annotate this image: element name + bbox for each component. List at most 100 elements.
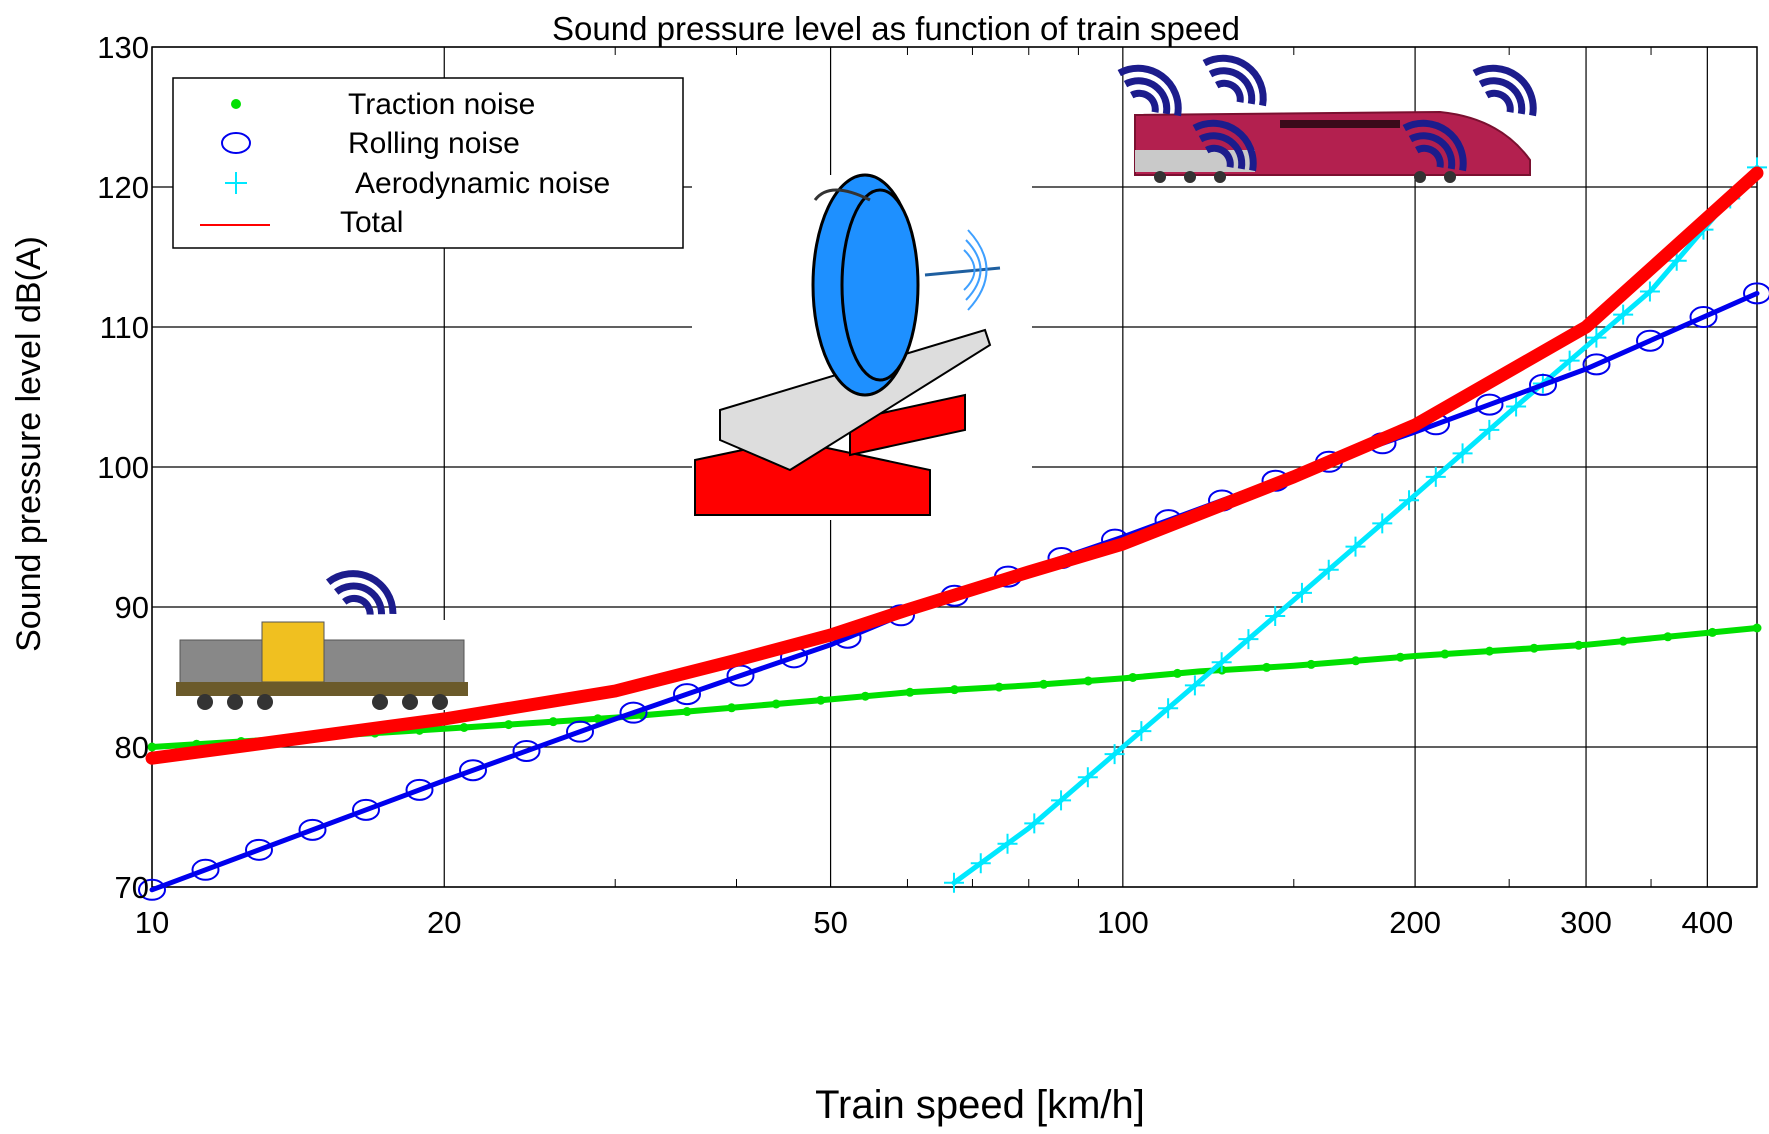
data-point [943, 872, 964, 893]
data-point [1104, 744, 1125, 765]
rotation-arrow-icon [813, 188, 871, 202]
sound-wave-icon [1208, 67, 1256, 105]
sound-wave-icon [1123, 77, 1171, 115]
y-tick-label: 110 [100, 310, 149, 345]
data-point [566, 720, 594, 743]
sleeper-block [849, 393, 966, 457]
train-wheel [1154, 171, 1166, 183]
legend-swatch [221, 132, 251, 154]
data-point [950, 685, 959, 695]
data-point [1128, 672, 1138, 682]
data-point [138, 878, 166, 901]
data-point [1425, 466, 1446, 487]
sound-wave-icon [334, 582, 386, 615]
data-point [352, 798, 380, 821]
data-point [1666, 250, 1687, 271]
data-point [1485, 646, 1494, 656]
train-sound-waves [1192, 119, 1257, 172]
sound-wave-icon [1205, 144, 1234, 168]
train-windows [1280, 120, 1400, 128]
data-point [619, 701, 648, 724]
train-wheel [1184, 171, 1196, 183]
locomotive-wheel [197, 694, 213, 710]
y-tick-label: 100 [97, 450, 149, 485]
y-tick-label: 80 [115, 730, 149, 765]
data-point [593, 714, 603, 724]
data-point [1618, 636, 1628, 646]
legend-label: Rolling noise [348, 127, 520, 160]
sound-wave-icon [965, 239, 982, 301]
sound-wave-icon [1215, 79, 1244, 103]
sound-wave-icon [1202, 54, 1267, 107]
sound-wave-icon [1478, 77, 1526, 115]
data-point [459, 759, 487, 782]
data-point [816, 695, 826, 705]
data-point [548, 717, 558, 727]
sound-wave-icon [342, 594, 374, 615]
data-point [1351, 656, 1361, 666]
data-point [1475, 393, 1504, 416]
locomotive-frame [176, 682, 468, 696]
data-point [1238, 629, 1259, 650]
data-point [1024, 813, 1045, 834]
data-point [298, 818, 327, 841]
legend-label: Aerodynamic noise [355, 167, 610, 200]
data-point [727, 703, 737, 713]
train-sound-waves [1202, 54, 1267, 107]
x-tick-label: 50 [813, 905, 847, 940]
data-point [1318, 559, 1339, 580]
locomotive-sound-waves [325, 570, 397, 615]
wheel-on-rail-icon [692, 173, 1032, 520]
ticks-group: 10 20 50 100 200 300 400 70 80 90 100 110 120 130 [97, 30, 1758, 940]
series-total [145, 166, 1764, 765]
data-point [1306, 659, 1316, 669]
sound-wave-icon [1198, 132, 1246, 170]
data-point [1574, 640, 1584, 650]
locomotive-cab [261, 621, 325, 683]
locomotive-wheel [227, 694, 243, 710]
train-sound-waves [1117, 64, 1182, 117]
high-speed-train-icon [1117, 54, 1537, 183]
data-point [1559, 350, 1580, 371]
data-point [1211, 652, 1232, 673]
locomotive-wheel [257, 694, 273, 710]
train-wheel [1414, 171, 1426, 183]
x-tick-label: 20 [427, 905, 461, 940]
data-point [1440, 649, 1450, 659]
x-tick-label: 10 [135, 905, 169, 940]
sound-wave-icon [325, 570, 397, 615]
series-line [145, 166, 1764, 765]
legend-entry: Rolling noise [221, 127, 520, 160]
legend-label: Traction noise [348, 88, 535, 121]
locomotive-wheel [372, 694, 388, 710]
data-point [1077, 767, 1098, 788]
diesel-locomotive-icon [170, 570, 475, 710]
data-point [1158, 698, 1179, 719]
data-point [1291, 582, 1312, 603]
y-tick-label: 130 [97, 30, 149, 65]
data-point [997, 833, 1018, 854]
data-point [1752, 623, 1762, 633]
data-point [1639, 281, 1660, 302]
data-point [405, 778, 434, 801]
data-point [1265, 606, 1286, 627]
legend-entry: Total [200, 206, 403, 239]
data-point [1586, 327, 1607, 348]
data-point [1689, 306, 1718, 329]
data-point [1184, 675, 1205, 696]
data-point [1743, 282, 1769, 305]
y-tick-label: 90 [115, 590, 149, 625]
legend-label: Total [340, 206, 403, 239]
x-tick-label: 300 [1560, 905, 1612, 940]
sound-wave-icon [1485, 89, 1514, 113]
data-point [1039, 679, 1049, 689]
data-point [682, 707, 692, 717]
data-point [1345, 536, 1366, 557]
sound-wave-icon [1408, 132, 1456, 170]
rail [719, 328, 992, 472]
data-point [1372, 513, 1393, 534]
data-point [860, 691, 870, 701]
data-point [1529, 373, 1557, 396]
data-point [1172, 668, 1182, 678]
